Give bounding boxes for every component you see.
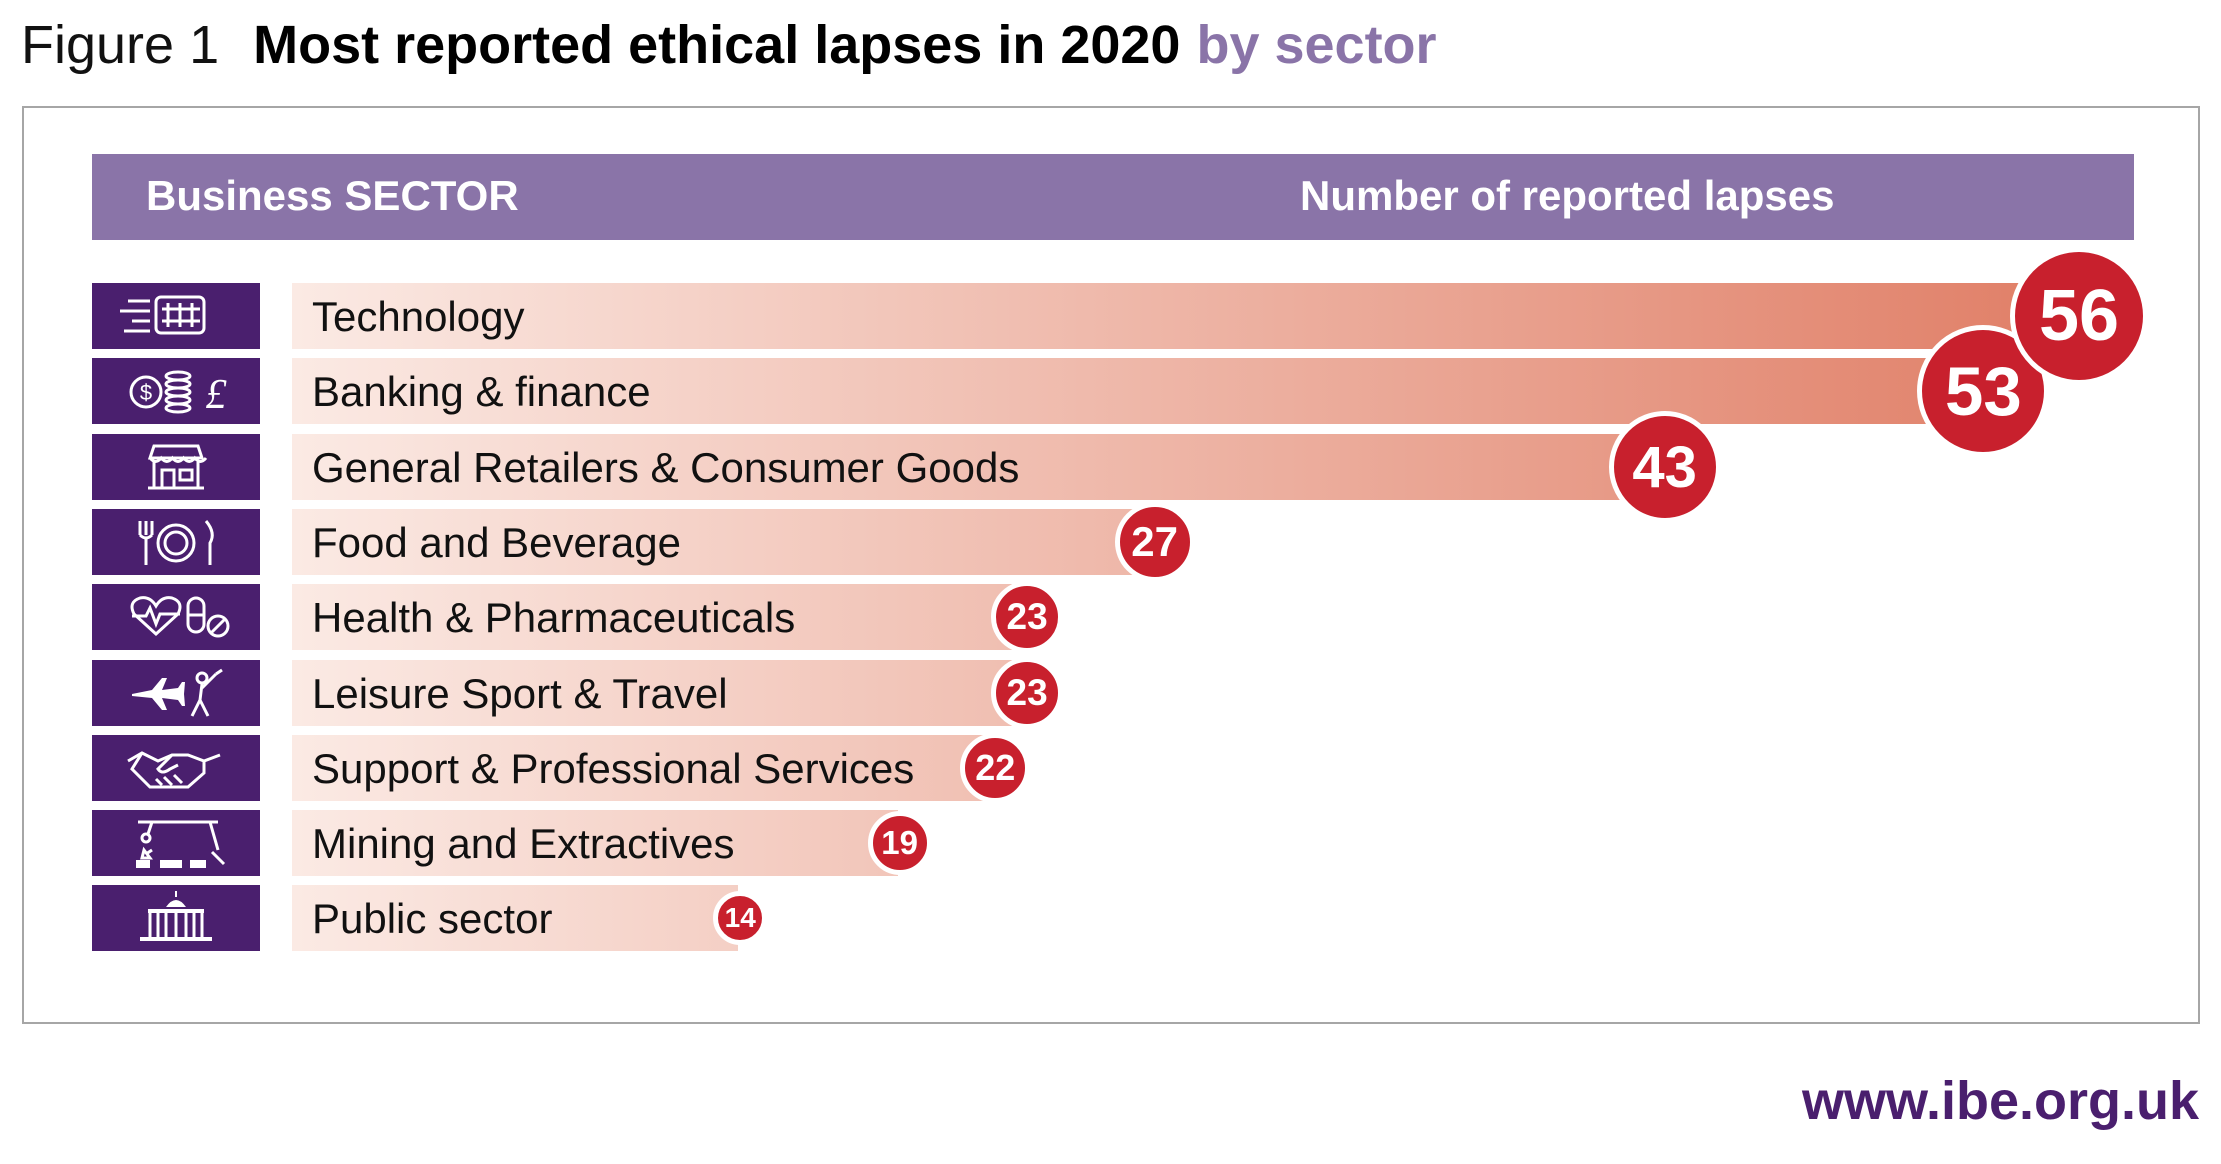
category-label: Health & Pharmaceuticals (312, 594, 796, 641)
header-lapses: Number of reported lapses (1300, 172, 1835, 219)
svg-text:£: £ (206, 372, 228, 418)
bar (292, 735, 994, 801)
bar (292, 283, 2077, 349)
bar (292, 509, 1153, 575)
value-badge: 14 (713, 891, 768, 945)
value-badge: 43 (1608, 411, 1721, 523)
bar-row: Support & Professional Services 22 (92, 733, 2192, 803)
value-badge: 23 (991, 657, 1064, 729)
category-label: Food and Beverage (312, 519, 681, 566)
category-label: Banking & finance (312, 368, 651, 415)
value-badge: 27 (1114, 502, 1195, 582)
chart-frame (22, 106, 2200, 1024)
bar (292, 358, 1982, 424)
banking-icon: $ £ (92, 358, 260, 424)
travel-sport-icon (92, 660, 260, 726)
category-label: Technology (312, 293, 525, 340)
figure-title-row: Figure 1 Most reported ethical lapses in… (21, 14, 1437, 84)
public-building-icon (92, 885, 260, 951)
handshake-icon (92, 735, 260, 801)
footer-url: www.ibe.org.uk (1801, 1071, 2199, 1131)
value-badge: 19 (867, 811, 932, 875)
header-sector: Business SECTOR (146, 172, 519, 219)
category-label: Leisure Sport & Travel (312, 670, 728, 717)
retail-store-icon (92, 434, 260, 500)
category-label: Public sector (312, 895, 553, 942)
figure-title: Most reported ethical lapses in 2020 (253, 15, 1181, 75)
value-badge: 56 (2010, 247, 2148, 385)
mining-crane-icon (92, 810, 260, 876)
bar-row: Technology 56 (92, 247, 2192, 385)
category-label: General Retailers & Consumer Goods (312, 444, 1020, 491)
chart-header-bar: Business SECTOR Number of reported lapse… (92, 154, 2134, 240)
bar (292, 660, 1026, 726)
svg-text:$: $ (140, 380, 152, 405)
value-badge: 22 (960, 733, 1031, 803)
bar (292, 810, 898, 876)
bar (292, 584, 1026, 650)
figure-subtitle: by sector (1196, 15, 1437, 75)
bar (292, 885, 739, 951)
bar-row: Mining and Extractives 19 (92, 810, 2192, 876)
bar-row: Public sector 14 (92, 885, 2192, 951)
category-label: Support & Professional Services (312, 745, 915, 792)
bar-row: Health & Pharmaceuticals 23 (92, 581, 2192, 653)
figure-label: Figure 1 (21, 15, 220, 75)
bar-row: Food and Beverage 27 (92, 502, 2192, 582)
health-pills-icon (92, 584, 260, 650)
value-badge: 23 (991, 581, 1064, 653)
category-label: Mining and Extractives (312, 820, 735, 867)
technology-icon (92, 283, 260, 349)
bar-row: General Retailers & Consumer Goods 43 (92, 411, 2192, 523)
food-plate-icon (92, 509, 260, 575)
bar-row: $ £ Banking & finance 53 (92, 325, 2192, 457)
bar-row: Leisure Sport & Travel 23 (92, 657, 2192, 729)
bar (292, 434, 1663, 500)
